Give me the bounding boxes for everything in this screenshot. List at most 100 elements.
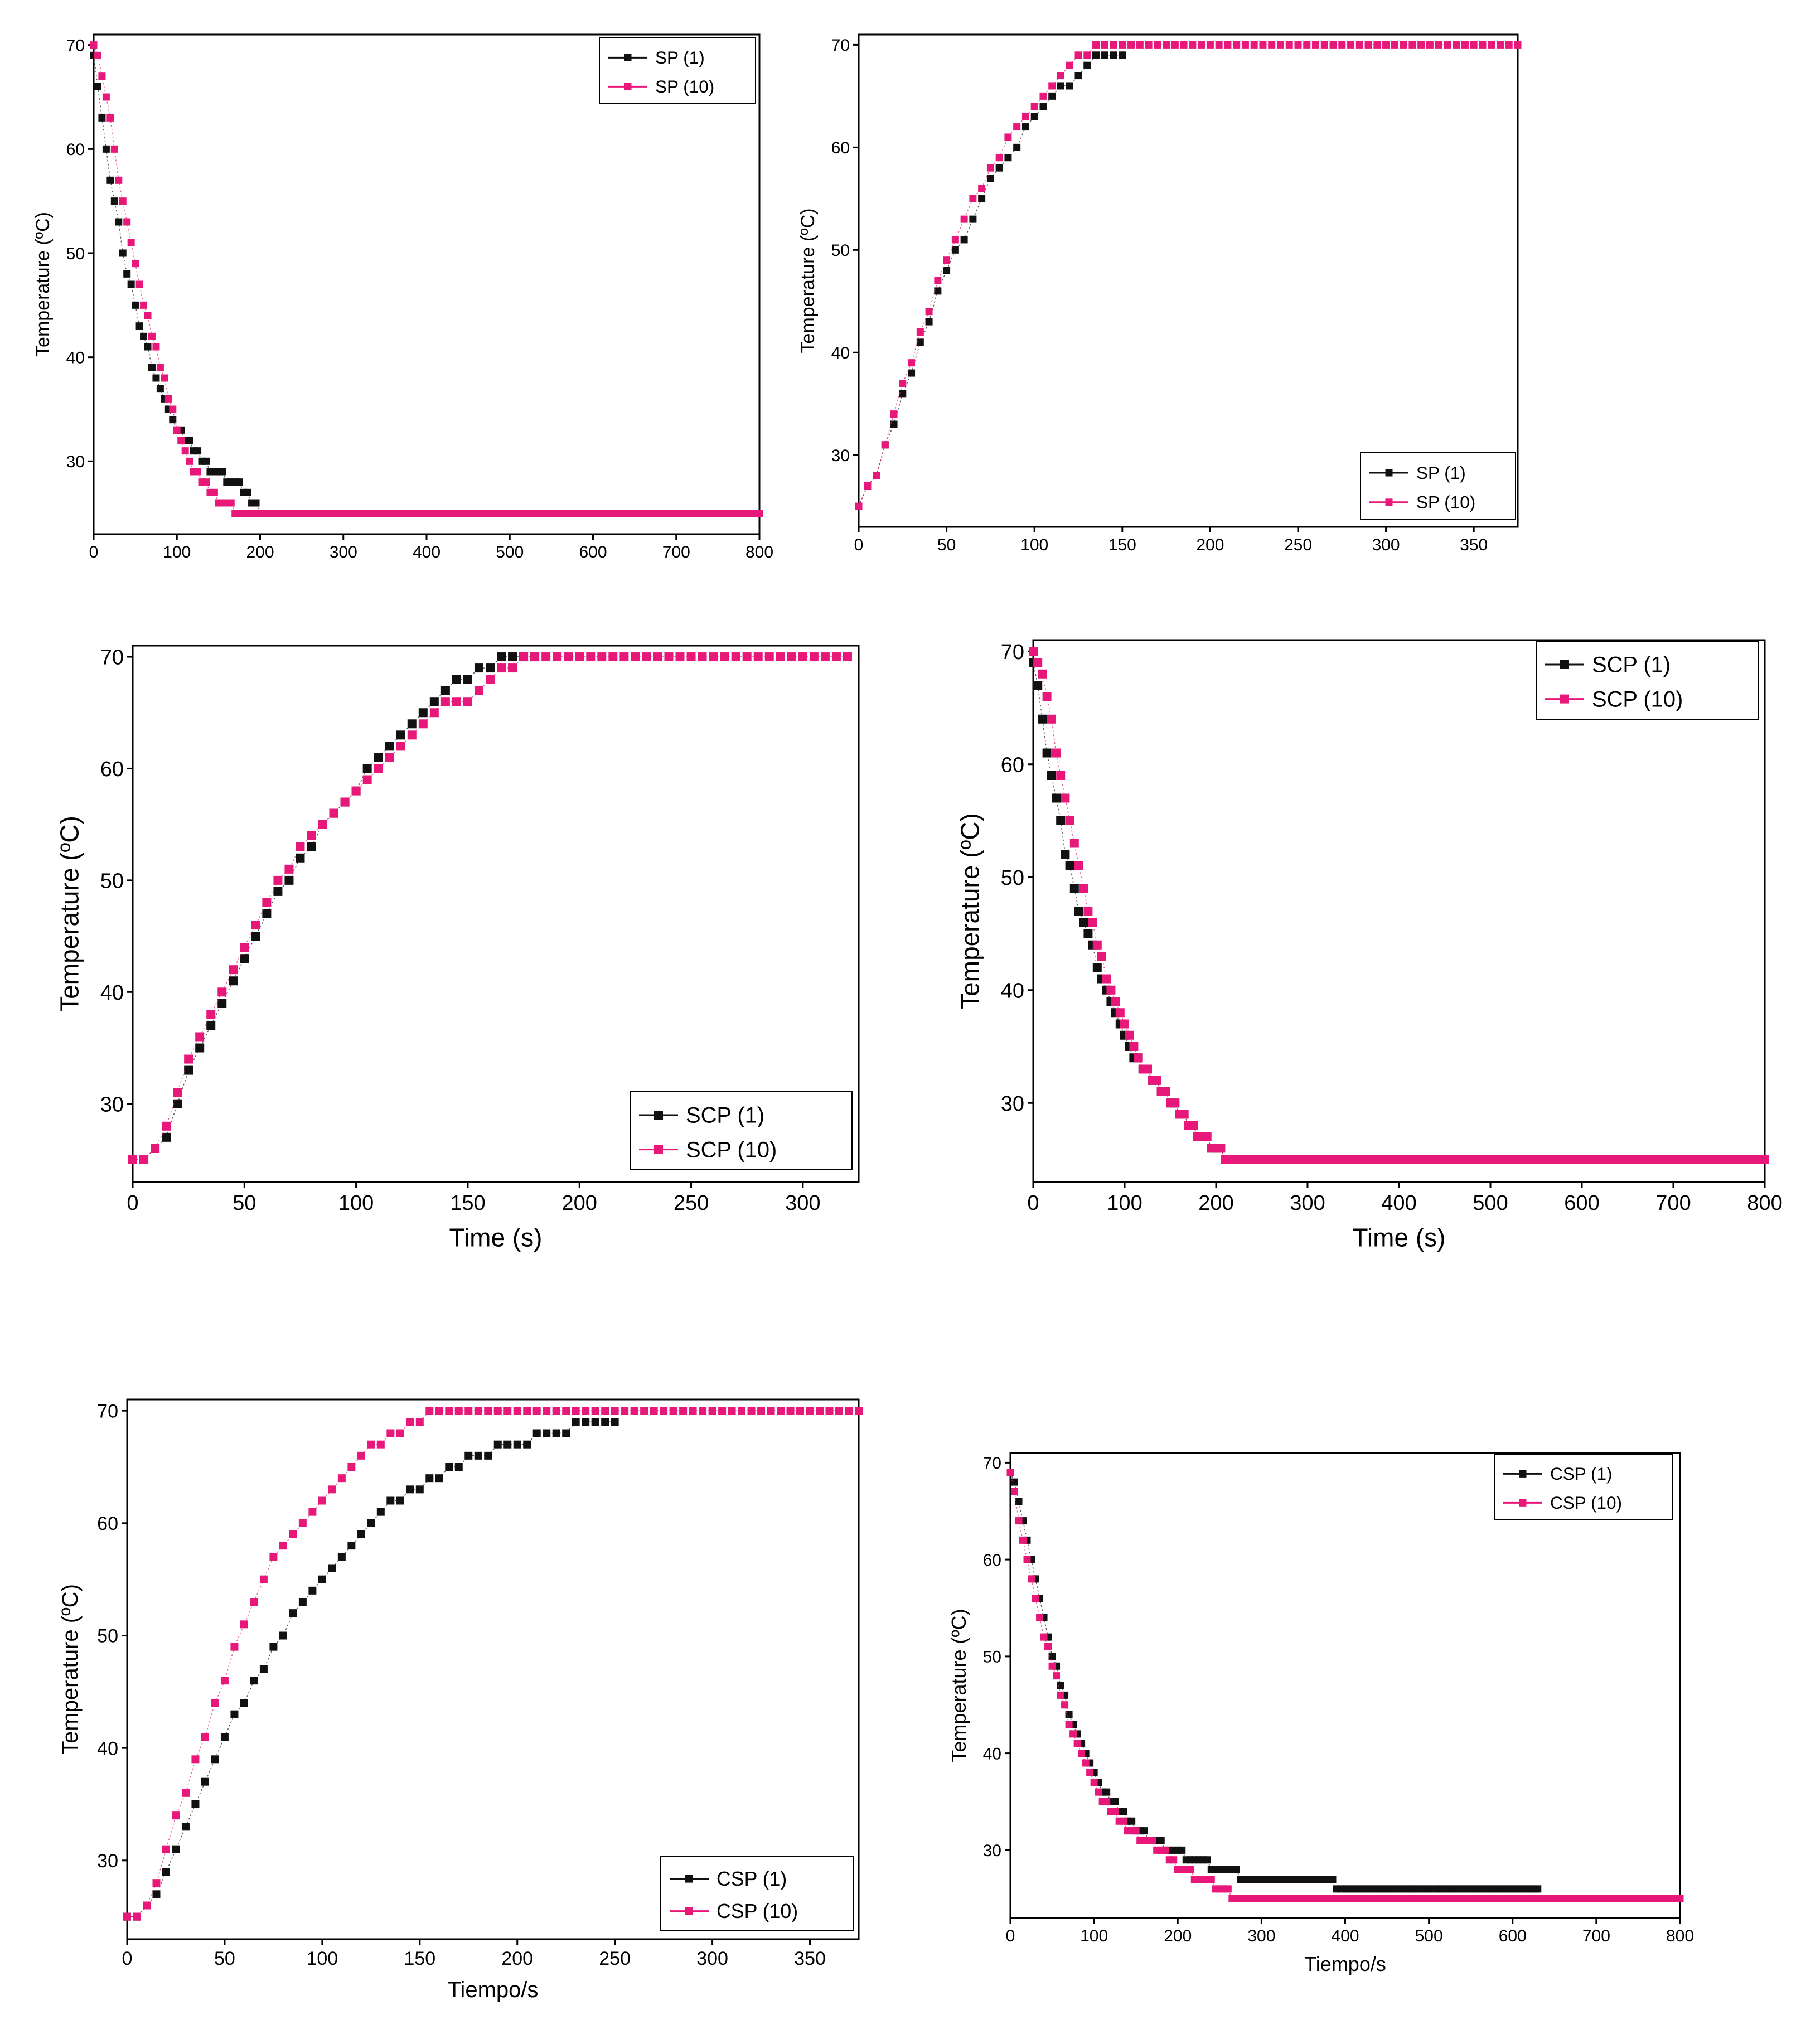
data-point [94, 83, 101, 90]
data-point [960, 236, 968, 244]
data-point [1426, 41, 1434, 49]
data-point [1057, 82, 1064, 90]
data-point [820, 652, 830, 662]
data-point [135, 322, 143, 330]
data-point [307, 831, 316, 840]
data-point [675, 652, 685, 662]
data-point [1066, 82, 1073, 90]
data-point [386, 1496, 395, 1505]
data-point [440, 697, 450, 706]
y-tick-label: 40 [97, 1738, 118, 1759]
data-point [1056, 816, 1066, 825]
data-point [1044, 1643, 1052, 1650]
data-point [1145, 41, 1153, 49]
data-point [642, 652, 651, 662]
data-point [728, 1407, 736, 1415]
data-point [664, 652, 674, 662]
data-point [1444, 41, 1451, 49]
y-tick-label: 30 [983, 1842, 1001, 1860]
data-point [206, 1021, 216, 1030]
y-tick-label: 40 [1001, 979, 1024, 1002]
data-point [376, 1508, 385, 1516]
data-point [1083, 61, 1091, 69]
data-point [601, 1407, 609, 1415]
data-point [445, 1463, 453, 1471]
legend-label: SCP (1) [686, 1103, 764, 1128]
data-point [1042, 748, 1052, 758]
data-point [1111, 997, 1120, 1006]
data-point [195, 1032, 205, 1042]
y-tick-label: 70 [97, 1401, 118, 1422]
data-point [1152, 1076, 1161, 1085]
data-point [1170, 1098, 1180, 1108]
x-tick-label: 50 [937, 536, 956, 554]
data-point [177, 437, 185, 444]
data-point [1140, 1827, 1148, 1835]
data-point [978, 195, 986, 202]
data-point [1187, 1866, 1194, 1873]
data-point [110, 145, 118, 153]
data-point [1083, 907, 1093, 916]
y-tick-label: 60 [831, 139, 850, 157]
legend: CSP (1) CSP (10) [1494, 1454, 1673, 1520]
data-point [351, 786, 361, 796]
data-point [1534, 1885, 1542, 1893]
data-point [575, 652, 584, 662]
data-point [164, 395, 172, 403]
data-point [269, 1553, 278, 1561]
y-tick-label: 40 [983, 1745, 1001, 1763]
data-point [1119, 51, 1126, 59]
data-point [211, 1755, 219, 1764]
data-point [347, 1463, 356, 1471]
data-point [1092, 41, 1100, 49]
data-point [513, 1407, 521, 1415]
data-point [497, 652, 506, 662]
data-point [1101, 41, 1108, 49]
legend-box [630, 1091, 853, 1170]
series-line [858, 44, 1518, 507]
data-point [227, 499, 235, 507]
legend-label: SP (10) [655, 76, 714, 96]
series-csp-10 [1006, 1469, 1684, 1902]
x-tick-label: 50 [233, 1191, 256, 1215]
y-tick-label: 50 [97, 1626, 118, 1647]
data-point [220, 1677, 229, 1685]
data-point [194, 447, 202, 455]
data-point [1294, 41, 1302, 49]
data-point [493, 1440, 502, 1449]
data-point [611, 1407, 619, 1415]
data-point [181, 1823, 190, 1831]
legend-marker [624, 54, 632, 61]
data-point [156, 364, 164, 371]
data-point [396, 1496, 404, 1505]
x-tick-label: 800 [1666, 1927, 1694, 1945]
data-point [435, 1407, 443, 1415]
data-point [172, 1845, 180, 1853]
data-point [845, 1407, 853, 1415]
data-point [429, 708, 439, 718]
data-point [106, 114, 114, 122]
data-point [776, 652, 785, 662]
data-point [1119, 41, 1126, 49]
data-point [148, 364, 156, 371]
y-axis-label: Temperature (ºC) [955, 813, 984, 1009]
data-point [262, 909, 272, 918]
data-point [816, 1407, 824, 1415]
data-point [484, 1407, 492, 1415]
legend-label: CSP (10) [716, 1900, 798, 1922]
data-point [142, 1901, 151, 1910]
data-point [843, 652, 852, 662]
data-point [1069, 839, 1079, 848]
data-point [396, 1429, 404, 1437]
data-point [454, 1463, 463, 1471]
x-tick-label: 150 [450, 1191, 485, 1215]
legend-marker [1519, 1470, 1527, 1478]
x-axis-label: Tiempo/s [1304, 1953, 1386, 1975]
data-point [1149, 1837, 1156, 1844]
x-tick-label: 800 [1747, 1191, 1782, 1215]
data-point [995, 154, 1003, 162]
data-point [425, 1474, 434, 1483]
data-point [474, 1407, 482, 1415]
data-point [362, 775, 372, 784]
data-point [217, 987, 227, 997]
